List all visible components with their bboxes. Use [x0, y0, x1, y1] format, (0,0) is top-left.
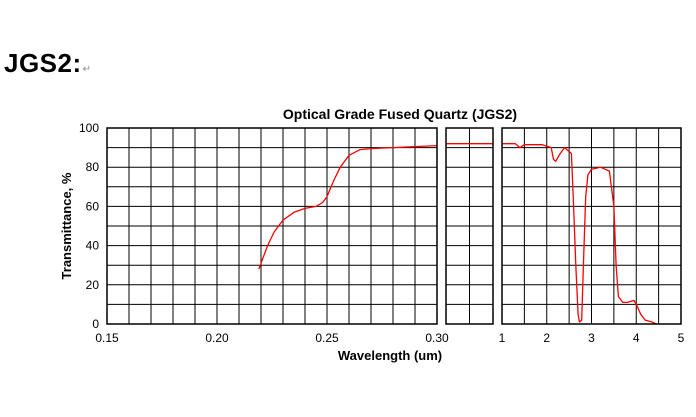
series-line-transmittance — [258, 144, 438, 270]
x-tick-label: 0.20 — [205, 331, 229, 345]
x-tick-label: 2 — [543, 331, 550, 345]
x-tick-label: 1 — [499, 331, 506, 345]
transmittance-curves — [258, 143, 657, 325]
y-tick-label: 60 — [86, 199, 100, 213]
y-axis-label: Transmittance, % — [59, 172, 74, 279]
x-tick-labels: 0.15 0.20 0.25 0.30 1 2 3 4 5 — [95, 331, 684, 345]
x-tick-label: 4 — [633, 331, 640, 345]
series-line-transmittance — [502, 143, 657, 325]
panel-frame — [106, 127, 438, 325]
y-tick-label: 40 — [86, 239, 100, 253]
heading-text: JGS2: — [4, 48, 82, 78]
y-tick-label: 80 — [86, 160, 100, 174]
y-tick-label: 0 — [92, 317, 99, 331]
y-tick-label: 100 — [79, 121, 99, 135]
panel-frame — [501, 127, 682, 325]
chart-title: Optical Grade Fused Quartz (JGS2) — [283, 106, 517, 122]
page-heading: JGS2:↵ — [4, 48, 92, 79]
panel-frame — [445, 127, 494, 325]
x-tick-label: 3 — [588, 331, 595, 345]
chart-grid — [107, 128, 681, 324]
y-tick-label: 20 — [86, 278, 100, 292]
return-mark-icon: ↵ — [82, 64, 92, 75]
x-tick-label: 5 — [678, 331, 685, 345]
x-tick-label: 0.15 — [95, 331, 119, 345]
x-tick-label: 0.25 — [315, 331, 339, 345]
x-axis-label: Wavelength (um) — [338, 348, 442, 363]
y-tick-labels: 0 20 40 60 80 100 — [79, 121, 99, 331]
chart-frames — [106, 127, 682, 325]
x-tick-label: 0.30 — [425, 331, 449, 345]
